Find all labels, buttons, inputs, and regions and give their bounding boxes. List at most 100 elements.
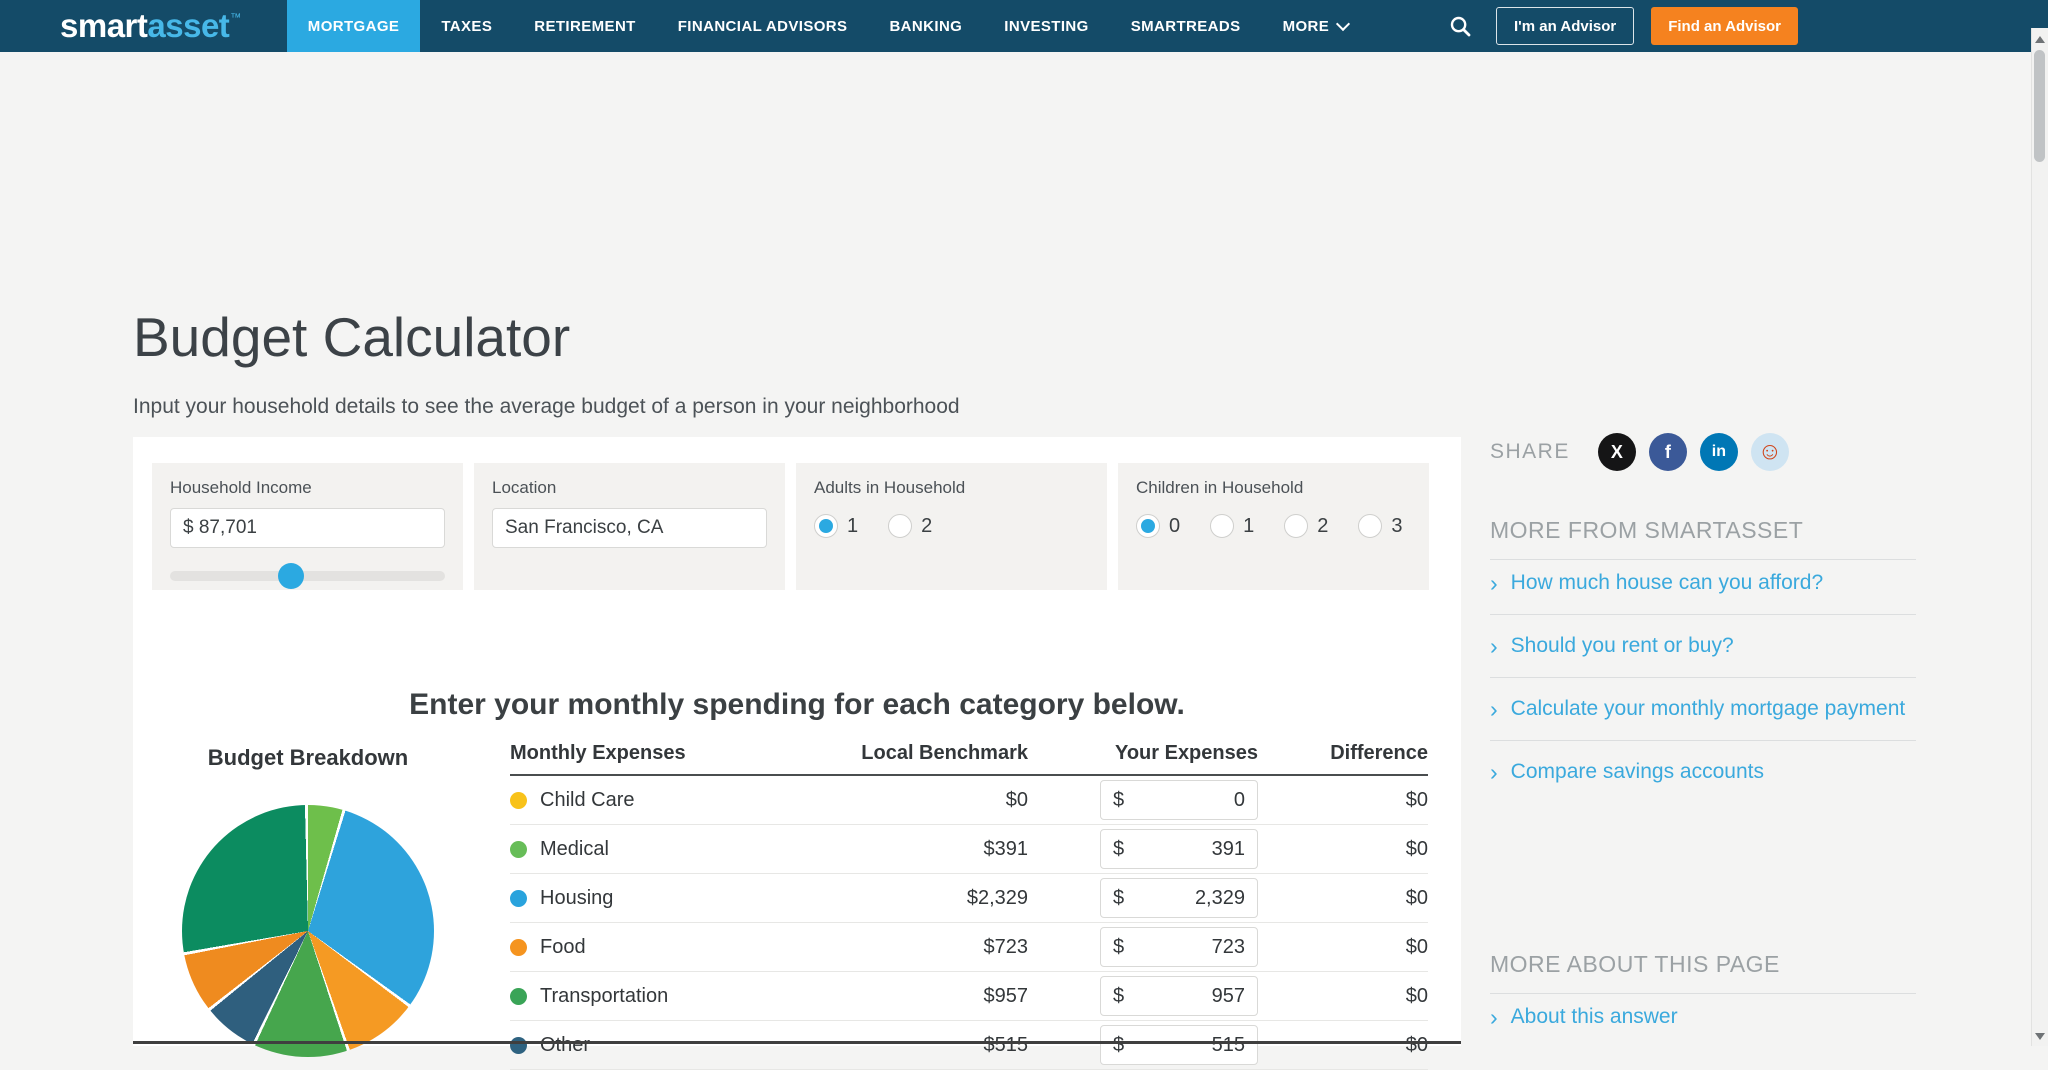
category-color-dot <box>510 1036 527 1054</box>
header-monthly-expenses: Monthly Expenses <box>510 741 686 764</box>
category-label: Medical <box>540 837 609 860</box>
radio-selected-icon <box>1136 514 1160 538</box>
difference-value: $0 <box>1405 837 1428 860</box>
expense-row-medical: Medical $391 $391 $0 <box>510 825 1428 874</box>
your-expenses-input-medical[interactable]: $391 <box>1100 829 1258 869</box>
local-benchmark-value: $2,329 <box>966 886 1028 909</box>
category-color-dot <box>510 889 527 907</box>
chevron-right-icon: › <box>1490 570 1498 596</box>
nav-item-banking[interactable]: BANKING <box>889 17 963 35</box>
category-color-dot <box>510 791 527 809</box>
sidebar-link-should-you-rent-or-buy[interactable]: › Should you rent or buy? <box>1490 633 1734 659</box>
nav-item-mortgage[interactable]: MORTGAGE <box>286 0 421 52</box>
facebook-icon[interactable]: f <box>1648 433 1687 471</box>
radio-label: 1 <box>847 514 859 537</box>
your-expenses-input-food[interactable]: $723 <box>1100 927 1258 967</box>
chevron-right-icon: › <box>1490 759 1498 785</box>
about-links: › About this answer <box>1490 994 1916 1040</box>
children-radio-group: 0 1 2 3 <box>1136 514 1411 538</box>
divider <box>1490 614 1916 615</box>
difference-value: $0 <box>1405 886 1428 909</box>
expense-row-food: Food $723 $723 $0 <box>510 923 1428 972</box>
x-icon[interactable]: X <box>1597 433 1636 471</box>
expenses-table: Monthly Expenses Local Benchmark Your Ex… <box>510 732 1428 1070</box>
page-subtitle: Input your household details to see the … <box>133 395 960 418</box>
category-label: Child Care <box>540 788 635 811</box>
reddit-icon[interactable]: ☺ <box>1750 433 1789 471</box>
share-label: SHARE <box>1490 440 1570 463</box>
radio-label: 2 <box>1317 514 1329 537</box>
find-an-advisor-button[interactable]: Find an Advisor <box>1651 7 1798 45</box>
children-radio-0[interactable]: 0 <box>1136 514 1180 538</box>
radio-unselected-icon <box>888 514 913 538</box>
budget-pie-chart <box>182 805 434 1057</box>
chevron-right-icon: › <box>1490 1004 1498 1030</box>
household-form: Household Income Location Adults in Hous… <box>152 463 1429 590</box>
nav-item-taxes[interactable]: TAXES <box>441 17 493 35</box>
scrollbar-thumb[interactable] <box>2034 50 2045 162</box>
expense-row-child-care: Child Care $0 $0 $0 <box>510 776 1428 825</box>
category-label: Housing <box>540 886 614 909</box>
about-heading: MORE ABOUT THIS PAGE <box>1490 951 1780 977</box>
adults-group: Adults in Household 1 2 <box>796 463 1107 590</box>
divider <box>1490 740 1916 741</box>
category-label: Food <box>540 935 586 958</box>
household-income-label: Household Income <box>170 478 312 497</box>
local-benchmark-value: $515 <box>983 1033 1029 1056</box>
household-income-slider[interactable] <box>170 563 445 589</box>
sidebar-link-how-much-house-can-you-afford[interactable]: › How much house can you afford? <box>1490 570 1824 596</box>
scrollbar-up-arrow-icon[interactable] <box>2035 36 2045 43</box>
your-expenses-input-housing[interactable]: $2,329 <box>1100 878 1258 918</box>
your-expenses-input-child-care[interactable]: $0 <box>1100 780 1258 820</box>
category-label: Other <box>540 1033 591 1056</box>
slider-track[interactable] <box>170 571 445 581</box>
nav-right-actions: I'm an Advisor Find an Advisor <box>1450 0 1798 52</box>
your-expenses-input-transportation[interactable]: $957 <box>1100 976 1258 1016</box>
sidebar-link-about-this-answer[interactable]: › About this answer <box>1490 1004 1678 1030</box>
chevron-right-icon: › <box>1490 696 1498 722</box>
adults-radio-2[interactable]: 2 <box>888 514 932 538</box>
adults-label: Adults in Household <box>814 478 966 497</box>
nav-item-smartreads[interactable]: SMARTREADS <box>1130 17 1241 35</box>
scrollbar-down-arrow-icon[interactable] <box>2035 1033 2045 1040</box>
more-from-heading: MORE FROM SMARTASSET <box>1490 517 1804 543</box>
household-income-input[interactable] <box>170 508 445 548</box>
children-radio-2[interactable]: 2 <box>1284 514 1328 538</box>
category-color-dot <box>510 987 527 1005</box>
smartasset-logo[interactable]: smart asset ™ <box>60 0 241 52</box>
nav-item-more[interactable]: MORE <box>1262 0 1370 52</box>
your-expenses-input-other[interactable]: $515 <box>1100 1025 1258 1065</box>
page-title: Budget Calculator <box>133 305 571 368</box>
nav-item-retirement[interactable]: RETIREMENT <box>534 17 636 35</box>
sidebar-link-calculate-your-monthly-mortgage-payment[interactable]: › Calculate your monthly mortgage payment <box>1490 696 1906 722</box>
expense-row-housing: Housing $2,329 $2,329 $0 <box>510 874 1428 923</box>
difference-value: $0 <box>1405 984 1428 1007</box>
adults-radio-1[interactable]: 1 <box>814 514 858 538</box>
divider <box>1490 993 1916 994</box>
search-icon[interactable] <box>1450 16 1471 37</box>
radio-unselected-icon <box>1210 514 1235 538</box>
location-input[interactable] <box>492 508 767 548</box>
radio-unselected-icon <box>1358 514 1383 538</box>
location-label: Location <box>492 478 557 497</box>
spending-heading: Enter your monthly spending for each cat… <box>409 687 1185 721</box>
local-benchmark-value: $0 <box>1005 788 1028 811</box>
nav-item-financial-advisors[interactable]: FINANCIAL ADVISORS <box>677 17 848 35</box>
radio-selected-icon <box>814 514 838 538</box>
sidebar-link-compare-savings-accounts[interactable]: › Compare savings accounts <box>1490 759 1764 785</box>
children-radio-3[interactable]: 3 <box>1358 514 1403 538</box>
bottom-divider <box>133 1041 1461 1044</box>
radio-label: 0 <box>1169 514 1181 537</box>
linkedin-icon[interactable]: in <box>1699 433 1738 471</box>
slider-thumb[interactable] <box>278 563 304 589</box>
logo-text-asset: asset <box>147 7 230 44</box>
household-income-group: Household Income <box>152 463 463 590</box>
nav-item-investing[interactable]: INVESTING <box>1004 17 1089 35</box>
children-radio-1[interactable]: 1 <box>1210 514 1254 538</box>
header-local-benchmark: Local Benchmark <box>861 741 1028 764</box>
im-an-advisor-button[interactable]: I'm an Advisor <box>1496 7 1635 45</box>
vertical-scrollbar[interactable] <box>2031 28 2048 1046</box>
header-difference: Difference <box>1330 741 1428 764</box>
calculator-card: Household Income Location Adults in Hous… <box>133 437 1461 1070</box>
